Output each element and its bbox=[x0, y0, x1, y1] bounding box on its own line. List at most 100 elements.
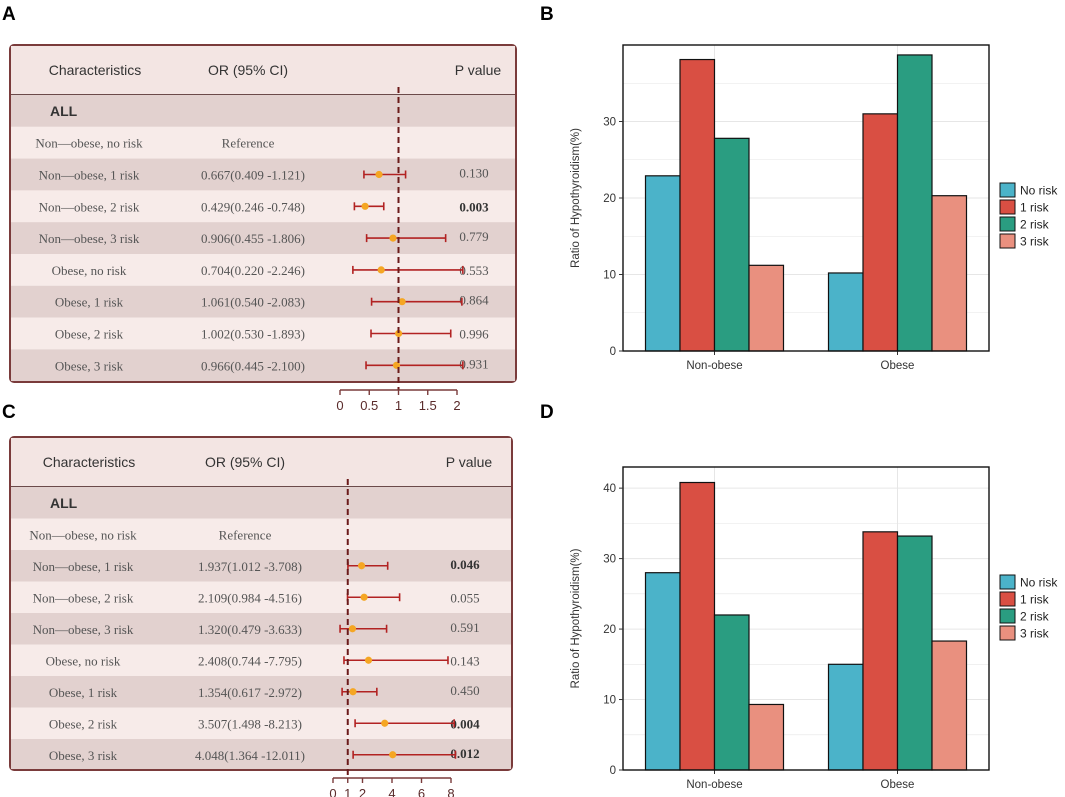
x-tick-label: 1 bbox=[395, 398, 402, 413]
row-or-ci: 0.667(0.409 -1.121) bbox=[201, 168, 305, 183]
or-point bbox=[398, 298, 406, 306]
bar bbox=[713, 137, 750, 352]
legend-label: No risk bbox=[1020, 576, 1058, 590]
or-point bbox=[389, 234, 397, 242]
row-or-ci: Reference bbox=[219, 527, 272, 542]
y-tick-label: 10 bbox=[603, 270, 616, 282]
row-p-value: 0.591 bbox=[450, 620, 479, 635]
y-tick-label: 0 bbox=[610, 765, 616, 777]
row-label: Obese, 1 risk bbox=[49, 685, 118, 700]
x-tick-label: Non-obese bbox=[686, 360, 742, 372]
legend-swatch bbox=[999, 199, 1016, 215]
legend-label: 3 risk bbox=[1020, 235, 1050, 249]
table-row-bg bbox=[11, 518, 511, 550]
y-tick-label: 10 bbox=[603, 695, 616, 707]
x-tick-label: 1.5 bbox=[419, 398, 437, 413]
bar bbox=[679, 481, 716, 771]
forest-plot-c: Characteristics OR (95% CI) P value ALL Non—… bbox=[9, 436, 513, 797]
y-tick-label: 40 bbox=[603, 483, 616, 495]
panel-letter-d: D bbox=[540, 402, 554, 423]
or-point bbox=[348, 625, 357, 633]
row-label: Non—obese, 2 risk bbox=[33, 590, 134, 605]
x-tick-label: 1 bbox=[344, 786, 351, 797]
legend-swatch bbox=[999, 608, 1016, 624]
header-characteristics: Characteristics bbox=[49, 62, 142, 78]
or-point bbox=[377, 266, 385, 274]
group-row-bg bbox=[11, 487, 511, 519]
or-point bbox=[375, 170, 383, 179]
row-label: Non—obese, 3 risk bbox=[33, 622, 134, 637]
legend-swatch bbox=[999, 182, 1016, 198]
legend-label: 1 risk bbox=[1020, 201, 1050, 215]
group-label: ALL bbox=[50, 103, 78, 119]
row-label: Obese, no risk bbox=[52, 263, 127, 278]
table-row-bg bbox=[11, 158, 515, 191]
y-tick-label: 30 bbox=[603, 117, 616, 129]
bar bbox=[644, 175, 681, 352]
or-point bbox=[364, 656, 373, 664]
bar bbox=[644, 572, 681, 771]
row-or-ci: 0.966(0.445 -2.100) bbox=[201, 358, 305, 373]
row-or-ci: 1.937(1.012 -3.708) bbox=[198, 559, 302, 574]
row-p-value: 0.931 bbox=[459, 356, 488, 371]
row-p-value: 0.012 bbox=[450, 746, 479, 761]
bar bbox=[931, 195, 968, 352]
or-point bbox=[395, 329, 403, 338]
table-row-bg bbox=[11, 550, 511, 582]
legend-swatch bbox=[999, 216, 1016, 232]
y-axis-label: Ratio of Hypothyroidism(%) bbox=[570, 548, 582, 688]
table-row-bg bbox=[11, 190, 515, 223]
row-label: Obese, 2 risk bbox=[49, 716, 118, 731]
y-tick-label: 0 bbox=[610, 346, 616, 358]
row-or-ci: 2.109(0.984 -4.516) bbox=[198, 590, 302, 605]
group-label: ALL bbox=[50, 495, 78, 511]
or-point bbox=[361, 202, 369, 210]
row-or-ci: 1.320(0.479 -3.633) bbox=[198, 622, 302, 637]
row-p-value: 0.004 bbox=[450, 716, 480, 731]
header-or: OR (95% CI) bbox=[208, 62, 288, 78]
row-or-ci: 0.429(0.246 -0.748) bbox=[201, 199, 305, 214]
or-point bbox=[389, 751, 397, 759]
x-tick-label: 0 bbox=[336, 398, 343, 413]
bar bbox=[896, 54, 933, 352]
row-label: Obese, no risk bbox=[46, 653, 121, 668]
row-label: Non—obese, 3 risk bbox=[39, 231, 140, 246]
x-tick-label: 8 bbox=[447, 786, 454, 797]
table-row-bg bbox=[11, 613, 511, 645]
bar bbox=[827, 272, 864, 352]
x-tick-label: 0.5 bbox=[360, 398, 378, 413]
row-label: Obese, 3 risk bbox=[55, 358, 124, 373]
bar-chart-b: Non-obese Obese 0 10 20 30 Ratio of Hypothyroi… bbox=[570, 44, 1058, 372]
header-characteristics: Characteristics bbox=[43, 454, 136, 470]
bar bbox=[827, 663, 864, 771]
bar bbox=[896, 535, 933, 771]
row-label: Non—obese, 2 risk bbox=[39, 199, 140, 214]
panel-letter-b: B bbox=[540, 4, 554, 25]
legend-swatch bbox=[999, 233, 1016, 249]
or-point bbox=[357, 562, 366, 570]
bar bbox=[679, 58, 716, 352]
bar bbox=[931, 640, 968, 771]
y-tick-label: 20 bbox=[603, 193, 616, 205]
legend-swatch bbox=[999, 591, 1016, 607]
bar bbox=[713, 614, 750, 771]
x-tick-label: 4 bbox=[388, 786, 395, 797]
row-p-value: 0.003 bbox=[459, 199, 489, 214]
x-tick-label: Non-obese bbox=[686, 779, 742, 791]
x-tick-label: Obese bbox=[881, 779, 915, 791]
row-p-value: 0.553 bbox=[459, 263, 488, 278]
group-row-bg bbox=[11, 95, 515, 127]
row-p-value: 0.864 bbox=[459, 293, 489, 308]
header-or: OR (95% CI) bbox=[205, 454, 285, 470]
row-or-ci: 4.048(1.364 -12.011) bbox=[195, 748, 305, 763]
y-tick-label: 30 bbox=[603, 554, 616, 566]
bar bbox=[748, 264, 785, 352]
legend-label: 3 risk bbox=[1020, 627, 1050, 641]
row-label: Non—obese, no risk bbox=[29, 527, 137, 542]
table-header-bg bbox=[11, 46, 515, 95]
row-label: Non—obese, no risk bbox=[35, 136, 143, 151]
bar bbox=[862, 531, 899, 771]
row-p-value: 0.450 bbox=[450, 683, 479, 698]
row-label: Obese, 1 risk bbox=[55, 295, 124, 310]
panel-letter-a: A bbox=[2, 4, 16, 25]
